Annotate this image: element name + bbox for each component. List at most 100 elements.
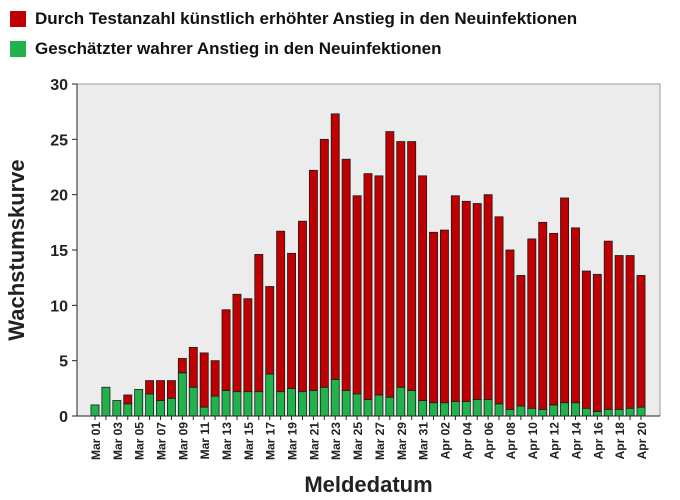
y-tick-label: 10: [50, 298, 68, 315]
x-tick-label: Mar 07: [155, 422, 169, 460]
bar-green-true-increase: [636, 406, 646, 417]
bar-green-true-increase: [145, 393, 155, 417]
bar-red-artificial-increase: [330, 113, 340, 380]
bar-green-true-increase: [418, 400, 428, 417]
bar-red-artificial-increase: [145, 380, 155, 395]
x-tick-label: Mar 23: [329, 422, 343, 460]
bar-green-true-increase: [625, 407, 635, 417]
bar-green-true-increase: [614, 408, 624, 417]
x-tick-label: Apr 20: [635, 422, 649, 460]
bar-green-true-increase: [298, 391, 307, 417]
bar-red-artificial-increase: [265, 286, 275, 375]
bar-green-true-increase: [407, 390, 417, 417]
x-tick-label: Mar 15: [242, 422, 256, 460]
x-tick-label: Mar 27: [373, 422, 387, 460]
bar-green-true-increase: [494, 403, 504, 417]
bar-green-true-increase: [483, 398, 493, 417]
x-tick-label: Mar 21: [307, 422, 321, 460]
legend-swatch-green: [10, 41, 26, 57]
bar-red-artificial-increase: [232, 293, 242, 393]
bar-green-true-increase: [472, 398, 482, 417]
bar-green-true-increase: [232, 391, 242, 417]
bar-green-true-increase: [177, 372, 187, 417]
bar-green-true-increase: [210, 395, 220, 417]
bar-green-true-increase: [254, 391, 264, 417]
bar-green-true-increase: [374, 394, 384, 417]
bar-green-true-increase: [450, 401, 460, 417]
bar-red-artificial-increase: [385, 131, 395, 398]
bar-red-artificial-increase: [308, 169, 318, 391]
bar-green-true-increase: [243, 391, 253, 417]
x-tick-label: Mar 09: [176, 422, 190, 460]
bar-green-true-increase: [527, 407, 537, 417]
x-tick-label: Mar 17: [264, 422, 278, 460]
bar-green-true-increase: [90, 404, 100, 417]
bar-green-true-increase: [341, 390, 351, 417]
y-tick-label: 5: [59, 354, 68, 371]
y-tick-label: 0: [59, 409, 68, 426]
bar-green-true-increase: [134, 389, 144, 417]
bar-green-true-increase: [363, 398, 373, 417]
bar-green-true-increase: [319, 386, 329, 417]
legend-item-artificial-increase: Durch Testanzahl künstlich erhöhter Anst…: [10, 4, 577, 34]
y-tick-label: 20: [50, 188, 68, 205]
legend-item-true-increase: Geschätzter wahrer Anstieg in den Neuinf…: [10, 34, 577, 64]
bar-red-artificial-increase: [450, 195, 460, 403]
x-axis-title: Meldedatum: [304, 472, 432, 497]
bar-red-artificial-increase: [494, 216, 504, 405]
x-tick-label: Mar 29: [395, 422, 409, 460]
x-tick-label: Mar 03: [111, 422, 125, 460]
bar-red-artificial-increase: [625, 255, 635, 409]
bar-green-true-increase: [166, 397, 176, 417]
bar-green-true-increase: [221, 390, 231, 417]
bar-red-artificial-increase: [276, 230, 286, 393]
bar-green-true-increase: [396, 386, 406, 417]
bar-red-artificial-increase: [374, 175, 384, 396]
bar-red-artificial-increase: [407, 141, 417, 391]
x-tick-label: Mar 19: [286, 422, 300, 460]
x-tick-label: Apr 08: [504, 422, 518, 460]
bar-red-artificial-increase: [429, 231, 438, 404]
bar-green-true-increase: [538, 408, 548, 417]
bar-green-true-increase: [112, 400, 122, 417]
bar-green-true-increase: [505, 408, 515, 417]
bar-red-artificial-increase: [571, 227, 580, 404]
bar-red-artificial-increase: [254, 254, 264, 393]
bar-green-true-increase: [352, 393, 362, 417]
legend-label-true-increase: Geschätzter wahrer Anstieg in den Neuinf…: [35, 39, 442, 58]
bar-green-true-increase: [330, 379, 340, 417]
bar-green-true-increase: [549, 404, 559, 417]
bar-red-artificial-increase: [538, 221, 548, 410]
x-tick-label: Mar 05: [133, 422, 147, 460]
bar-green-true-increase: [439, 402, 449, 417]
bar-red-artificial-increase: [549, 232, 559, 406]
x-tick-label: Mar 25: [351, 422, 365, 460]
bar-red-artificial-increase: [287, 252, 297, 389]
legend-swatch-red: [10, 11, 26, 27]
x-tick-label: Apr 04: [460, 422, 474, 460]
y-tick-label: 25: [50, 132, 68, 149]
bar-green-true-increase: [276, 391, 286, 417]
bar-red-artificial-increase: [592, 273, 602, 412]
bar-green-true-increase: [461, 401, 471, 417]
bar-green-true-increase: [385, 396, 395, 417]
bar-red-artificial-increase: [177, 358, 187, 374]
bar-green-true-increase: [123, 403, 133, 417]
bar-red-artificial-increase: [418, 175, 428, 401]
bar-green-true-increase: [101, 386, 111, 417]
bar-red-artificial-increase: [614, 255, 624, 410]
bar-green-true-increase: [308, 390, 318, 417]
x-tick-label: Mar 01: [89, 422, 103, 460]
bar-green-true-increase: [581, 407, 591, 417]
x-tick-label: Apr 10: [526, 422, 540, 460]
bar-green-true-increase: [199, 406, 209, 417]
x-tick-label: Apr 12: [548, 422, 562, 460]
bar-red-artificial-increase: [461, 200, 471, 403]
bar-red-artificial-increase: [636, 275, 646, 408]
legend-label-artificial-increase: Durch Testanzahl künstlich erhöhter Anst…: [35, 9, 578, 28]
x-tick-label: Apr 18: [613, 422, 627, 460]
bar-red-artificial-increase: [505, 249, 515, 410]
bar-green-true-increase: [603, 408, 613, 417]
bar-green-true-increase: [156, 400, 165, 417]
